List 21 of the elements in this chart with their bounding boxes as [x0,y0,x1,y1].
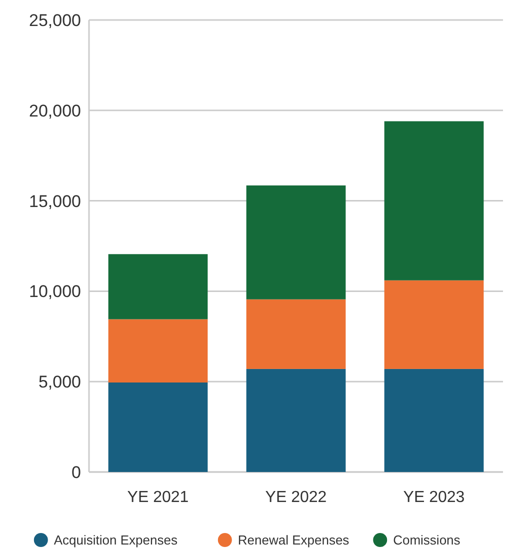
bar [108,319,208,383]
x-tick-label: YE 2021 [127,489,189,506]
bar [246,368,346,472]
bar [384,280,484,369]
legend-label: Renewal Expenses [238,532,350,548]
y-tick-label: 5,000 [38,372,81,392]
y-tick-label: 0 [72,462,81,482]
legend-label: Comissions [393,532,461,548]
bar [246,299,346,369]
y-tick-label: 25,000 [29,10,81,30]
y-tick-label: 20,000 [29,101,81,120]
y-tick-label: 15,000 [29,192,81,211]
bar [384,368,484,472]
legend-label: Acquisition Expenses [54,532,178,548]
bar [108,382,208,472]
bar [384,121,484,280]
x-tick-label: YE 2023 [403,489,465,506]
x-tick-label: YE 2022 [265,489,327,506]
y-tick-label: 10,000 [29,282,81,302]
bar [108,254,208,320]
bar [246,185,346,300]
